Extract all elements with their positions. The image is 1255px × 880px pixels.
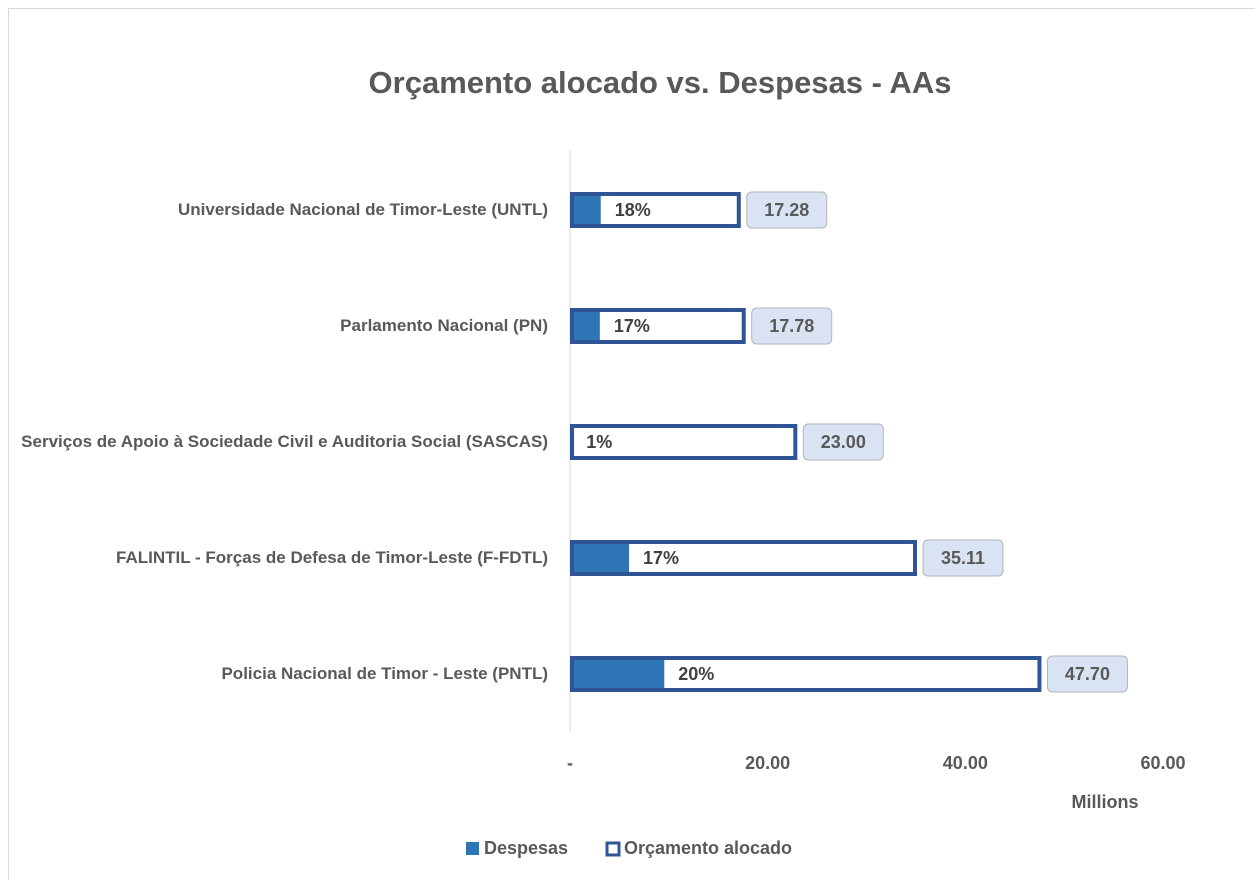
category-label: Parlamento Nacional (PN) [8,296,548,356]
value-label: 17.28 [764,200,809,220]
bar-orcamento [570,656,1042,692]
chart-frame [8,8,1255,880]
legend-swatch [605,841,621,857]
category-label: Universidade Nacional de Timor-Leste (UN… [8,180,548,240]
bar-despesas [570,308,600,344]
category-label: Serviços de Apoio à Sociedade Civil e Au… [8,412,548,472]
category-text: Serviços de Apoio à Sociedade Civil e Au… [21,432,548,451]
x-tick-label: 40.00 [943,753,988,773]
value-label: 23.00 [821,432,866,452]
bar-despesas [570,656,665,692]
legend-swatch [466,842,479,855]
value-label-box [1046,655,1128,693]
bar-orcamento [570,308,746,344]
value-label: 17.78 [769,316,814,336]
percent-label: 17% [614,316,650,336]
percent-label: 1% [586,432,612,452]
x-tick-label: - [567,753,573,773]
x-tick-label: 60.00 [1140,753,1185,773]
bar-despesas [570,540,630,576]
category-text: Universidade Nacional de Timor-Leste (UN… [178,200,548,219]
percent-label: 18% [615,200,651,220]
legend-label: Despesas [484,838,568,858]
value-label-box [746,191,828,229]
value-label-box [922,539,1004,577]
value-label-box [802,423,884,461]
bar-orcamento [570,540,918,576]
category-label: Policia Nacional de Timor - Leste (PNTL) [8,644,548,704]
bar-orcamento [570,192,741,228]
x-axis-label: Millions [1072,792,1139,812]
category-text: FALINTIL - Forças de Defesa de Timor-Les… [116,548,548,567]
percent-label: 20% [678,664,714,684]
bar-despesas [570,192,601,228]
legend-label: Orçamento alocado [624,838,792,858]
bar-orcamento [570,424,798,460]
chart-title: Orçamento alocado vs. Despesas - AAs [369,65,952,100]
x-tick-label: 20.00 [745,753,790,773]
percent-label: 17% [643,548,679,568]
value-label-box [751,307,833,345]
value-label: 35.11 [941,548,985,568]
value-label: 47.70 [1065,664,1110,684]
category-label: FALINTIL - Forças de Defesa de Timor-Les… [8,528,548,588]
category-text: Parlamento Nacional (PN) [340,316,548,335]
category-text: Policia Nacional de Timor - Leste (PNTL) [221,664,548,683]
